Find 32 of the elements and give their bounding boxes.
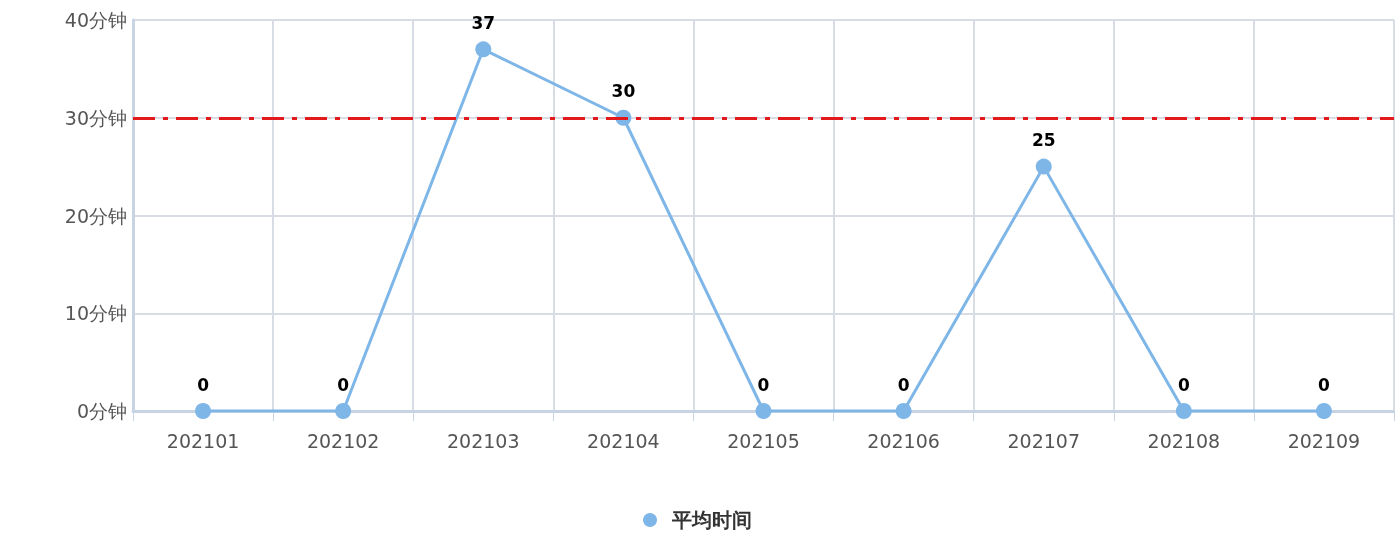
data-label: 0 [337, 374, 350, 395]
y-tick-label: 40分钟 [64, 9, 127, 31]
data-label: 0 [897, 374, 910, 395]
x-tick-label: 202107 [1007, 429, 1080, 452]
point [1175, 403, 1192, 419]
x-tick-label: 202109 [1287, 429, 1361, 452]
x-tick-label: 202102 [306, 429, 380, 452]
point [1315, 403, 1332, 419]
point [1035, 158, 1052, 175]
x-tick-label: 202105 [727, 429, 800, 452]
point [475, 41, 492, 58]
data-label: 0 [1177, 374, 1190, 395]
x-tick-label: 202106 [867, 429, 940, 452]
point [895, 403, 912, 419]
x-tick-label: 202108 [1147, 429, 1221, 452]
data-label: 0 [1318, 374, 1331, 395]
y-tick-label: 0分钟 [76, 400, 127, 422]
data-label: 0 [197, 374, 210, 395]
point [335, 403, 352, 419]
x-tick-label: 202103 [447, 429, 520, 452]
point [195, 403, 212, 419]
data-label: 37 [471, 12, 496, 33]
x-tick-label: 202104 [587, 429, 660, 452]
data-label: 0 [757, 374, 770, 395]
data-label: 25 [1031, 130, 1056, 151]
legend-label: 平均时间 [671, 508, 752, 532]
data-label: 30 [611, 81, 636, 102]
y-tick-label: 30分钟 [64, 106, 127, 129]
y-tick-label: 10分钟 [64, 302, 127, 325]
y-tick-label: 20分钟 [64, 204, 127, 227]
x-tick-label: 202101 [166, 429, 240, 452]
point [755, 403, 772, 419]
